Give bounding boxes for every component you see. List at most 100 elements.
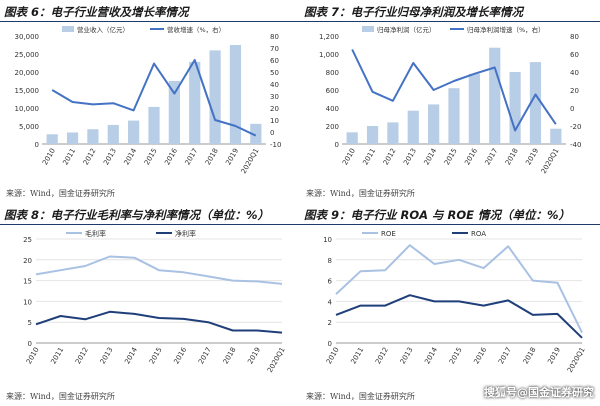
y-tick: 4 <box>328 298 333 306</box>
bar <box>250 123 262 144</box>
legend-label: ROA <box>471 230 486 238</box>
x-tick-label: 2015 <box>448 346 464 365</box>
chart-title: 图表 6：电子行业营收及增长率情况 <box>4 5 189 19</box>
revenue-chart: 0 5,000 10,000 15,000 20,000 25,000 30,000 -10 0… <box>15 25 282 175</box>
x-tick-label: 2016 <box>472 346 488 366</box>
y-tick-left: 15,000 <box>15 87 40 95</box>
panel-net-profit: 图表 7：电子行业归母净利润及增长率情况 0 200 400 600 800 1,000 1… <box>300 0 600 203</box>
x-tick-label: 2011 <box>61 147 77 166</box>
title-rule <box>0 21 300 22</box>
y-tick-left: 10,000 <box>15 105 40 113</box>
y-tick-left: 400 <box>326 105 339 113</box>
bar <box>509 72 521 144</box>
y-tick: 6 <box>328 278 333 286</box>
x-tick-label: 2019 <box>224 147 240 166</box>
y-tick-left: 20,000 <box>15 69 40 77</box>
legend-swatch-bar <box>62 26 74 32</box>
y-tick: 8 <box>328 257 332 265</box>
x-tick-label: 2018 <box>222 346 238 365</box>
y-tick-right: 40 <box>570 69 579 77</box>
y-tick-left: 800 <box>326 69 339 77</box>
x-tick-label: 2012 <box>374 346 390 365</box>
y-tick-left: 1,200 <box>319 33 339 41</box>
x-tick-label: 2013 <box>399 346 415 365</box>
series-line <box>335 244 583 334</box>
bar <box>366 126 379 144</box>
x-tick-label: 2011 <box>349 346 365 365</box>
title-rule <box>300 21 600 22</box>
series-line <box>51 59 257 137</box>
chart-source: 来源：Wind，国金证券研究所 <box>6 392 115 401</box>
x-tick-label: 2015 <box>443 147 459 166</box>
x-tick-label: 2020Q1 <box>566 346 587 374</box>
bar <box>46 134 58 144</box>
x-tick-label: 2019 <box>524 147 540 166</box>
bar <box>489 47 501 145</box>
x-tick-label: 2020Q1 <box>240 147 261 175</box>
legend-label: 净利率 <box>175 229 196 238</box>
x-tick-label: 2011 <box>361 147 377 166</box>
y-tick-right: 0 <box>570 105 574 113</box>
x-tick-label: 2012 <box>82 147 98 166</box>
x-tick-label: 2020Q1 <box>540 147 561 175</box>
x-tick-label: 2019 <box>546 346 562 365</box>
bar <box>209 50 221 144</box>
y-tick: 0 <box>28 340 32 348</box>
x-tick-label: 2016 <box>463 147 479 167</box>
net-profit-chart: 0 200 400 600 800 1,000 1,200 -40 -20 0 20 40 60 80 20… <box>319 25 581 175</box>
y-tick: 25 <box>23 236 32 244</box>
y-tick: 5 <box>28 319 32 327</box>
title-rule <box>0 224 300 225</box>
chart-source: 来源：Wind，国金证券研究所 <box>6 189 115 198</box>
y-tick: 0 <box>328 340 332 348</box>
x-tick-label: 2017 <box>497 346 513 365</box>
y-tick-right: 20 <box>570 87 579 95</box>
x-tick-label: 2011 <box>49 346 65 365</box>
x-tick-label: 2018 <box>522 346 538 365</box>
y-tick-right: 80 <box>270 33 279 41</box>
panel-roe-roa: 图表 9：电子行业 ROA 与 ROE 情况（单位：%） 0 2 4 6 8 10 2010… <box>300 203 600 406</box>
x-tick-label: 2017 <box>184 147 200 166</box>
x-tick-label: 2010 <box>325 346 341 365</box>
bar <box>189 61 201 144</box>
chart-title: 图表 9：电子行业 ROA 与 ROE 情况（单位：%） <box>304 208 571 222</box>
y-tick: 15 <box>23 278 32 286</box>
y-tick-left: 25,000 <box>15 51 40 59</box>
y-tick-left: 0 <box>35 141 39 149</box>
bar <box>387 122 399 144</box>
bar <box>148 106 160 144</box>
y-tick-right: -40 <box>570 141 581 149</box>
series-line <box>35 255 283 285</box>
x-tick-label: 2014 <box>123 346 139 366</box>
y-tick-right: 60 <box>270 57 279 65</box>
x-tick-label: 2014 <box>123 147 139 167</box>
bar <box>128 120 140 144</box>
legend-label: 营业收入（亿元） <box>77 25 129 34</box>
chart-title: 图表 7：电子行业归母净利润及增长率情况 <box>304 5 524 19</box>
x-tick-label: 2017 <box>484 147 500 166</box>
bar <box>407 110 419 144</box>
y-tick-left: 200 <box>326 123 339 131</box>
series-line <box>35 310 283 334</box>
legend-label: 归母净利润（亿元） <box>377 25 436 34</box>
x-tick-label: 2012 <box>382 147 398 166</box>
y-tick: 10 <box>323 236 332 244</box>
y-tick-right: -20 <box>570 123 581 131</box>
bar <box>428 104 440 144</box>
x-tick-label: 2015 <box>148 346 164 365</box>
bar <box>468 73 480 144</box>
chart-source: 来源：Wind，国金证券研究所 <box>306 189 415 198</box>
bar <box>229 45 242 144</box>
x-tick-label: 2010 <box>25 346 41 365</box>
x-tick-label: 2014 <box>423 346 439 366</box>
bar <box>529 62 542 144</box>
x-tick-label: 2020Q1 <box>266 346 287 374</box>
y-tick: 2 <box>328 319 332 327</box>
x-tick-label: 2010 <box>41 147 57 166</box>
chart-source: 来源：Wind，国金证券研究所 <box>306 392 415 401</box>
bar <box>66 132 79 144</box>
x-tick-label: 2014 <box>423 147 439 167</box>
y-tick: 10 <box>23 298 32 306</box>
x-tick-label: 2016 <box>163 147 179 167</box>
panel-revenue: 图表 6：电子行业营收及增长率情况 0 5,000 10,000 15,000 20,0… <box>0 0 300 203</box>
